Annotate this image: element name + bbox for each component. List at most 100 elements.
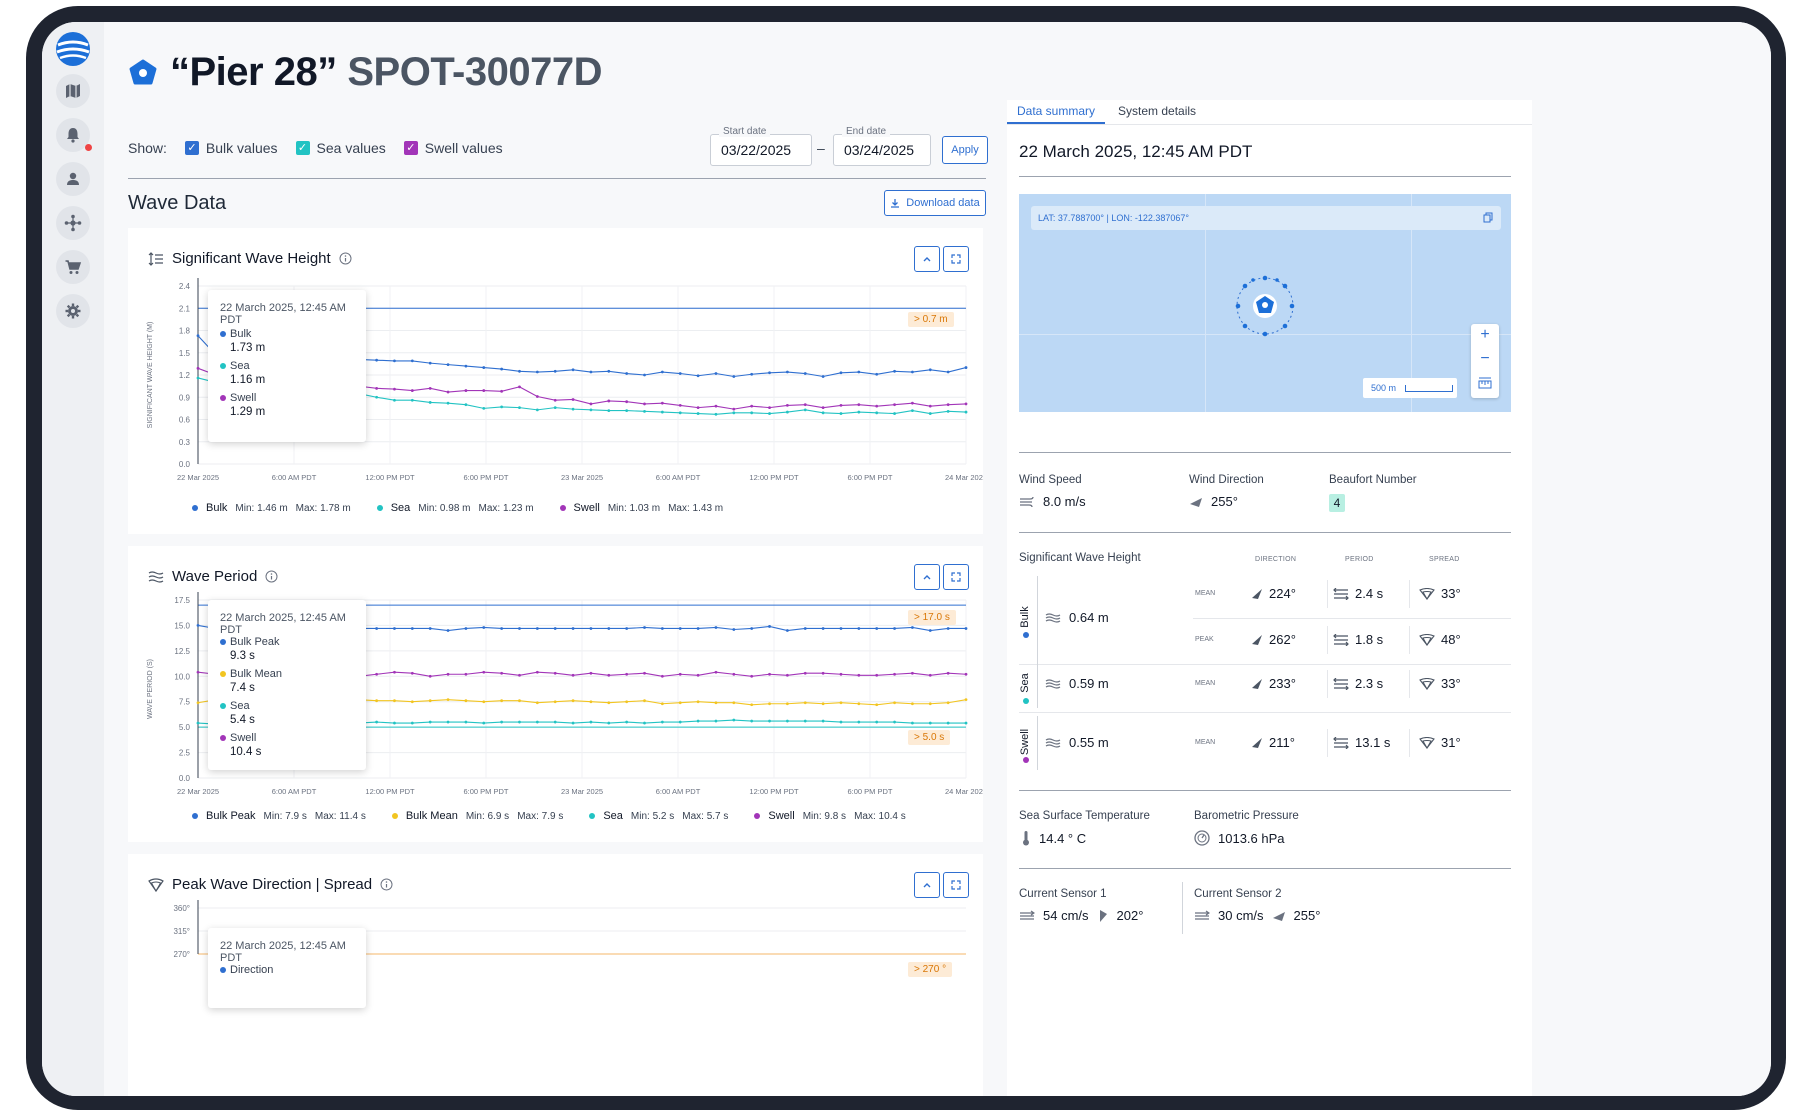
fullscreen-button[interactable] [943,246,969,272]
swh-stat-value: 31° [1419,735,1461,750]
data-point [410,627,414,630]
collapse-button[interactable] [914,246,940,272]
legend-item[interactable]: Swell Min: 9.8 s Max: 10.4 s [754,810,906,822]
chart-tooltip: 22 March 2025, 12:45 AM PDT Direction [208,928,366,1008]
chevron-up-icon [923,575,931,580]
info-icon[interactable] [265,570,278,583]
legend-item[interactable]: Swell Min: 1.03 m Max: 1.43 m [559,502,723,514]
data-point [964,627,968,630]
data-point [428,720,432,724]
sea-checkbox[interactable]: ✓ Sea values [295,140,386,156]
wave-direction-chart[interactable]: 360° 315° 270° [128,898,983,1096]
info-icon[interactable] [380,878,393,891]
y-tick-label: 0.3 [179,438,191,447]
data-point [196,721,200,725]
data-point [196,624,200,627]
map-nav-icon[interactable] [56,74,90,108]
apply-button[interactable]: Apply [942,136,988,164]
brand-logo [54,30,92,68]
network-nav-icon[interactable] [56,206,90,240]
check-icon: ✓ [403,141,418,155]
tab-system-details[interactable]: System details [1118,104,1197,118]
y-tick-label: 0.6 [179,416,191,425]
zoom-in-button[interactable]: + [1480,326,1490,343]
direction-arrow-icon [1252,634,1262,645]
data-point [446,390,450,394]
swell-checkbox[interactable]: ✓ Swell values [403,140,503,156]
divider [1019,868,1511,869]
y-tick-label: 0.0 [179,774,191,783]
data-point [625,409,629,412]
data-point [750,703,754,707]
data-point [857,702,861,706]
data-point [375,720,379,724]
gauge-icon [1194,830,1210,846]
direction-arrow-icon [1252,737,1262,748]
data-point [410,398,414,402]
data-point [535,370,539,374]
end-date-field[interactable]: End date 03/24/2025 [833,126,931,166]
data-point [750,411,754,415]
barometric-pressure: 1013.6 hPa [1194,830,1285,846]
legend-item[interactable]: Bulk Mean Min: 6.9 s Max: 7.9 s [391,810,563,822]
y-axis-label: WAVE PERIOD (S) [147,659,154,719]
measure-icon[interactable] [1478,377,1492,391]
swh-stat-value: 2.3 s [1333,676,1383,691]
zoom-out-button[interactable]: − [1480,350,1490,367]
swh-stat-value: 211° [1251,735,1295,750]
x-tick-label: 6:00 PM PDT [463,787,508,796]
start-date-field[interactable]: Start date 03/22/2025 [710,126,812,166]
data-point [732,718,736,722]
data-point [928,673,932,677]
collapse-button[interactable] [914,872,940,898]
fullscreen-button[interactable] [943,872,969,898]
x-tick-label: 6:00 PM PDT [847,473,892,482]
legend-item[interactable]: Bulk Peak Min: 7.9 s Max: 11.4 s [192,810,366,822]
data-point [785,410,789,414]
y-tick-label: 2.5 [179,749,191,758]
col-direction: DIRECTION [1255,556,1297,563]
data-point [911,409,914,412]
data-point [428,401,432,404]
data-point [750,627,754,630]
user-nav-icon[interactable] [56,162,90,196]
stat-kind-label: MEAN [1195,680,1216,687]
data-point [964,366,968,369]
cart-nav-icon[interactable] [56,250,90,284]
data-point [803,403,807,407]
direction-arrow-icon [1272,911,1285,921]
data-point [696,374,700,378]
data-point [643,699,646,703]
data-point [928,368,932,372]
collapse-button[interactable] [914,564,940,590]
legend-item[interactable]: Sea Min: 0.98 m Max: 1.23 m [376,502,534,514]
data-point [625,720,629,724]
tab-data-summary[interactable]: Data summary [1017,104,1096,118]
x-tick-label: 12:00 PM PDT [749,473,799,482]
fullscreen-button[interactable] [943,564,969,590]
data-point [428,627,432,630]
data-point [875,411,879,415]
thermometer-icon [1023,831,1029,846]
settings-nav-icon[interactable] [56,294,90,328]
swh-height-value: 0.59 m [1045,676,1109,691]
legend-item[interactable]: Bulk Min: 1.46 m Max: 1.78 m [192,502,351,514]
data-point [696,406,700,410]
download-data-button[interactable]: Download data [884,190,986,216]
location-map[interactable]: LAT: 37.788700° | LON: -122.387067° + − [1019,194,1511,412]
spread-icon [1419,677,1435,690]
data-point [464,699,468,703]
swh-stat-value: 1.8 s [1333,632,1383,647]
wind-speed: 8.0 m/s [1019,494,1086,509]
bell-nav-icon[interactable] [56,118,92,152]
info-icon[interactable] [339,252,352,265]
data-point [678,404,682,407]
data-point [964,698,968,702]
data-point [607,409,611,412]
legend-item[interactable]: Sea Min: 5.2 s Max: 5.7 s [589,810,728,822]
data-point [625,672,629,676]
bulk-checkbox[interactable]: ✓ Bulk values [184,140,278,156]
copy-icon[interactable] [1483,212,1493,223]
spotter-location-marker[interactable] [1233,274,1297,338]
data-point [696,700,700,704]
